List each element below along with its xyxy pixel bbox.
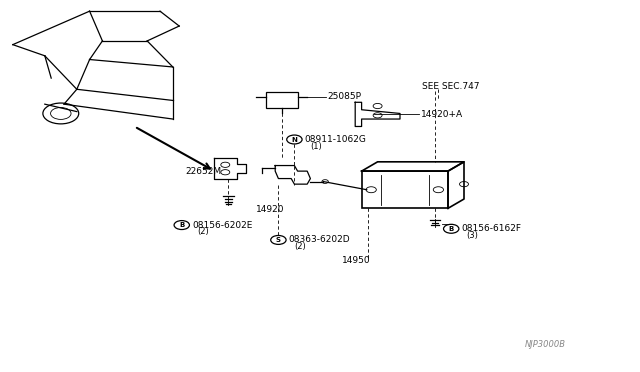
Text: 14920: 14920 bbox=[256, 205, 285, 214]
Text: (1): (1) bbox=[310, 142, 321, 151]
Text: 08156-6162F: 08156-6162F bbox=[461, 224, 522, 233]
Text: 22652M: 22652M bbox=[186, 167, 221, 176]
Text: 14950: 14950 bbox=[342, 256, 371, 265]
Text: (2): (2) bbox=[197, 227, 209, 236]
Text: N: N bbox=[291, 137, 298, 142]
Text: 08156-6202E: 08156-6202E bbox=[192, 221, 252, 230]
Text: 25085P: 25085P bbox=[328, 92, 362, 101]
Text: NJP3000B: NJP3000B bbox=[525, 340, 566, 349]
Text: 08911-1062G: 08911-1062G bbox=[305, 135, 367, 144]
Text: B: B bbox=[449, 226, 454, 232]
Text: (2): (2) bbox=[294, 242, 305, 251]
Bar bbox=[266, 92, 298, 108]
Bar bbox=[362, 171, 448, 208]
Text: 14920+A: 14920+A bbox=[420, 110, 463, 119]
Text: S: S bbox=[276, 237, 281, 243]
Text: B: B bbox=[179, 222, 184, 228]
Text: 08363-6202D: 08363-6202D bbox=[289, 235, 350, 244]
Text: SEE SEC.747: SEE SEC.747 bbox=[422, 82, 480, 91]
Text: (3): (3) bbox=[467, 231, 479, 240]
